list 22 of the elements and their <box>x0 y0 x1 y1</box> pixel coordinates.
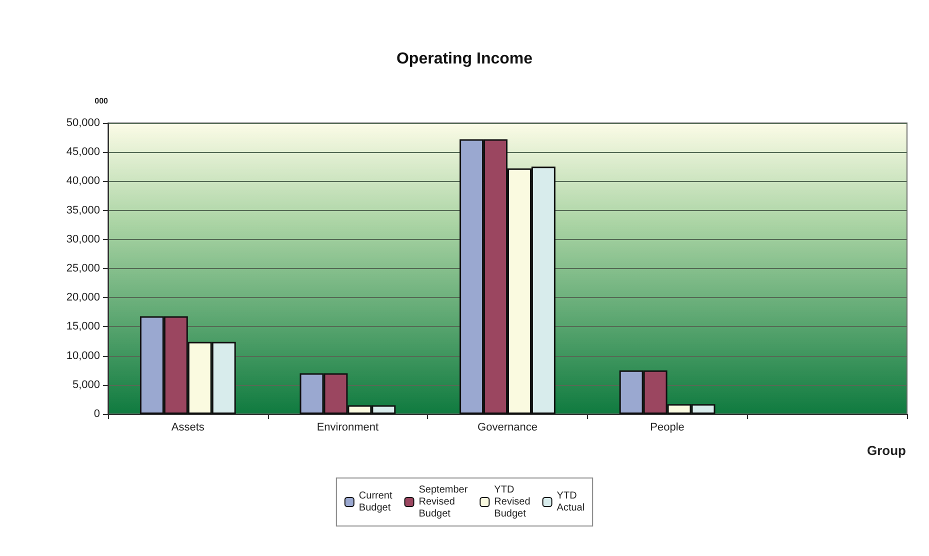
y-tick-label: 30,000 <box>66 233 100 246</box>
y-tick-label: 50,000 <box>66 117 100 129</box>
chart-title: Operating Income <box>396 50 533 68</box>
y-tick-label: 0 <box>94 408 100 420</box>
legend-label: YTD Actual <box>556 490 585 514</box>
y-tick-label: 35,000 <box>66 204 100 216</box>
legend-label: Current Budget <box>358 490 392 514</box>
y-tick-label: 40,000 <box>66 175 100 188</box>
y-tick-label: 10,000 <box>66 350 100 362</box>
x-axis-title: Group <box>867 443 906 458</box>
legend-label: YTD Revised Budget <box>494 484 530 520</box>
y-tick-label: 25,000 <box>66 262 100 274</box>
legend-label: September Revised Budget <box>418 484 468 520</box>
y-tick-label: 5,000 <box>72 378 100 391</box>
y-axis-title: 000 <box>94 96 109 106</box>
y-tick-label: 20,000 <box>66 292 100 304</box>
x-tick-label: Assets <box>171 422 205 434</box>
x-tick-label: People <box>650 422 684 434</box>
y-tick-label: 15,000 <box>66 320 100 333</box>
y-tick-label: 45,000 <box>66 146 100 158</box>
x-tick-label: Governance <box>478 422 538 434</box>
x-tick-label: Environment <box>316 422 379 434</box>
